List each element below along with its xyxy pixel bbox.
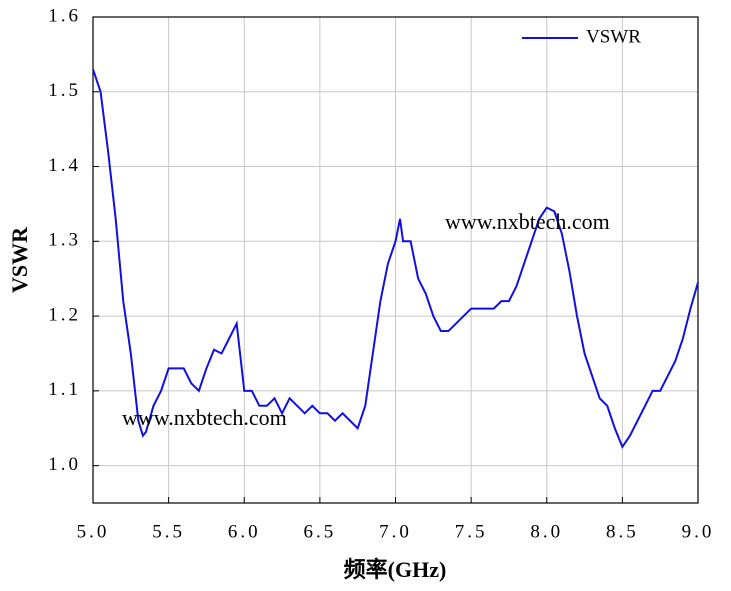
- x-tick-label: 9.0: [682, 521, 715, 542]
- x-tick-label: 6.5: [304, 521, 337, 542]
- y-tick-label: 1.5: [48, 80, 81, 101]
- x-tick-label: 8.5: [606, 521, 639, 542]
- y-tick-label: 1.0: [48, 454, 81, 475]
- x-tick-label: 6.0: [228, 521, 261, 542]
- data-line: [92, 69, 699, 450]
- x-tick-label: 5.5: [152, 521, 185, 542]
- y-tick-label: 1.1: [48, 379, 81, 400]
- y-axis-label: VSWR: [7, 226, 32, 293]
- x-tick-label: 5.0: [77, 521, 110, 542]
- x-tick-label: 7.5: [455, 521, 488, 542]
- y-tick-label: 1.3: [48, 230, 81, 251]
- watermark: www.nxbtech.com: [445, 209, 610, 234]
- x-axis-label: 频率(GHz): [344, 557, 447, 582]
- y-tick-label: 1.6: [48, 5, 81, 26]
- y-tick-label: 1.4: [48, 155, 81, 176]
- plot-frame: [92, 16, 699, 504]
- y-tick-label: 1.2: [48, 304, 81, 325]
- legend-label: VSWR: [586, 26, 641, 47]
- x-tick-label: 8.0: [530, 521, 563, 542]
- watermark: www.nxbtech.com: [122, 405, 287, 430]
- x-tick-label: 7.0: [379, 521, 412, 542]
